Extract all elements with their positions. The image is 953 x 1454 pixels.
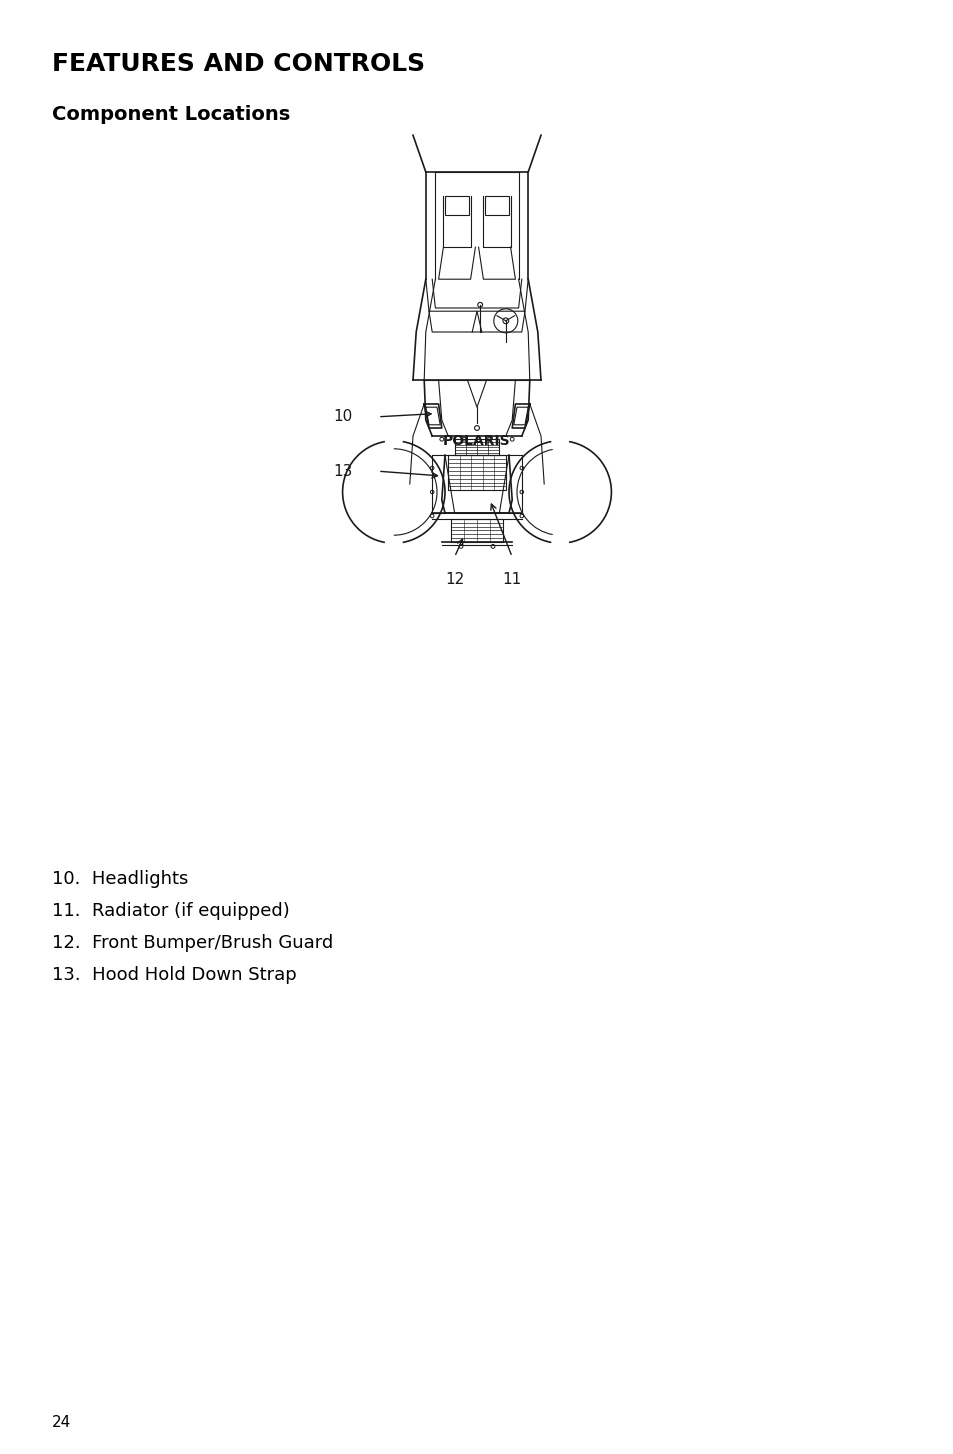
Text: 12.  Front Bumper/Brush Guard: 12. Front Bumper/Brush Guard <box>52 933 333 952</box>
Text: FEATURES AND CONTROLS: FEATURES AND CONTROLS <box>52 52 425 76</box>
Text: 13: 13 <box>334 464 353 478</box>
Bar <box>451 519 502 541</box>
Text: 11: 11 <box>502 571 521 587</box>
Text: 12: 12 <box>444 571 464 587</box>
Text: POLARIS: POLARIS <box>443 433 510 448</box>
Text: 24: 24 <box>52 1415 71 1429</box>
Text: Component Locations: Component Locations <box>52 105 290 124</box>
Bar <box>448 455 505 490</box>
Bar <box>484 196 509 215</box>
Bar <box>444 196 469 215</box>
Text: 13.  Hood Hold Down Strap: 13. Hood Hold Down Strap <box>52 965 296 984</box>
Bar <box>455 439 498 455</box>
Text: 10.  Headlights: 10. Headlights <box>52 869 188 888</box>
Text: 11.  Radiator (if equipped): 11. Radiator (if equipped) <box>52 901 290 920</box>
Text: 10: 10 <box>334 409 353 425</box>
